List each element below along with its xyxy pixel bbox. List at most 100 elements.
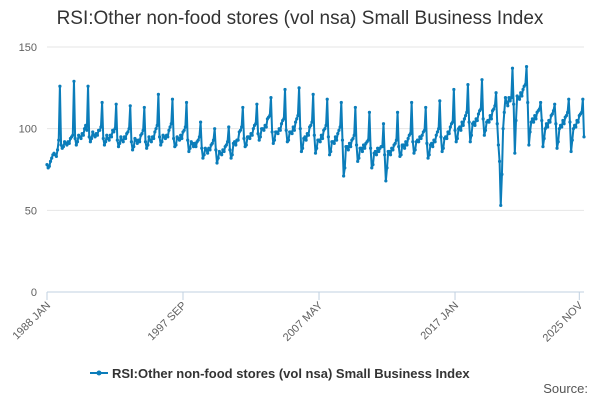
data-point (351, 136, 355, 141)
data-point (82, 127, 87, 131)
x-tick-label-2: 2007 MAY (281, 299, 326, 344)
data-point (214, 148, 218, 152)
x-tick-label-3: 2017 JAN (419, 300, 462, 343)
data-point (155, 123, 159, 127)
data-point (240, 125, 244, 129)
data-point (393, 141, 397, 145)
data-point (367, 110, 372, 114)
data-point (526, 100, 530, 105)
data-point (453, 128, 457, 132)
data-point (201, 156, 205, 160)
data-point (501, 127, 505, 131)
data-point (527, 143, 531, 147)
data-point (146, 143, 150, 147)
data-point (500, 172, 504, 176)
data-point (196, 138, 200, 142)
data-point (502, 110, 506, 114)
data-point (462, 117, 467, 121)
data-point (71, 133, 75, 137)
data-point (377, 149, 381, 154)
data-point (149, 140, 153, 144)
legend-label: RSI:Other non-food stores (vol nsa) Smal… (112, 366, 470, 381)
data-point (109, 135, 114, 139)
data-point (191, 145, 196, 149)
data-point (193, 141, 197, 145)
data-point (494, 91, 498, 95)
data-point (293, 120, 298, 124)
data-point (327, 153, 332, 157)
data-point (50, 156, 54, 160)
data-point (492, 107, 496, 111)
data-point (542, 136, 546, 141)
data-point (352, 133, 356, 137)
data-point (101, 136, 105, 141)
data-point (403, 146, 407, 150)
y-tick-label-100: 100 (19, 124, 37, 136)
data-point (208, 148, 212, 152)
data-point (431, 145, 435, 149)
data-point (48, 159, 53, 163)
data-point (86, 84, 90, 88)
data-point (440, 149, 444, 154)
data-point (282, 117, 286, 121)
data-point (87, 135, 91, 139)
data-point (116, 145, 121, 149)
data-point (384, 179, 388, 183)
data-point (452, 87, 456, 92)
data-point (172, 136, 176, 141)
legend[interactable]: RSI:Other non-food stores (vol nsa) Smal… (90, 366, 470, 381)
data-point (564, 114, 569, 118)
data-point (206, 151, 210, 155)
data-point (264, 125, 268, 129)
data-point (140, 131, 144, 136)
data-point (73, 136, 77, 141)
data-point (385, 166, 389, 170)
data-point (569, 149, 573, 154)
data-point (278, 128, 282, 132)
data-point (454, 140, 458, 144)
data-point (458, 125, 462, 129)
data-point (497, 159, 502, 163)
data-point (505, 100, 509, 105)
data-point (435, 130, 440, 134)
data-point (102, 143, 107, 147)
x-axis: 1988 JAN 1997 SEP 2007 MAY 2017 JAN 2025 NOV (10, 291, 586, 344)
data-point (408, 131, 413, 136)
y-tick-label-50: 50 (25, 205, 37, 217)
data-point (561, 118, 565, 123)
data-point (183, 125, 187, 129)
data-point (533, 114, 537, 118)
data-point (301, 146, 305, 150)
data-point (582, 135, 586, 139)
data-point (353, 105, 357, 110)
data-point (276, 131, 280, 136)
data-point (296, 114, 300, 118)
data-point (417, 140, 421, 144)
data-point (338, 125, 342, 129)
data-point (493, 104, 497, 108)
data-point (114, 102, 118, 106)
data-point (325, 97, 329, 101)
data-point (580, 110, 584, 114)
x-tick-label-0: 1988 JAN (10, 300, 53, 343)
data-point (113, 127, 117, 131)
data-point (215, 161, 219, 165)
y-axis: 0 50 100 150 (19, 42, 37, 299)
data-point (75, 140, 80, 144)
data-point (425, 141, 429, 145)
data-point (184, 100, 189, 105)
data-point (309, 123, 313, 127)
data-point (303, 135, 307, 139)
data-point (523, 82, 527, 87)
data-point (306, 133, 311, 137)
data-point (279, 122, 284, 126)
data-point (555, 146, 559, 150)
data-point (424, 105, 428, 110)
data-point (88, 140, 92, 144)
data-point (188, 146, 192, 150)
data-point (234, 143, 238, 147)
data-point (250, 133, 254, 137)
data-point (361, 143, 366, 147)
data-point (376, 146, 380, 150)
